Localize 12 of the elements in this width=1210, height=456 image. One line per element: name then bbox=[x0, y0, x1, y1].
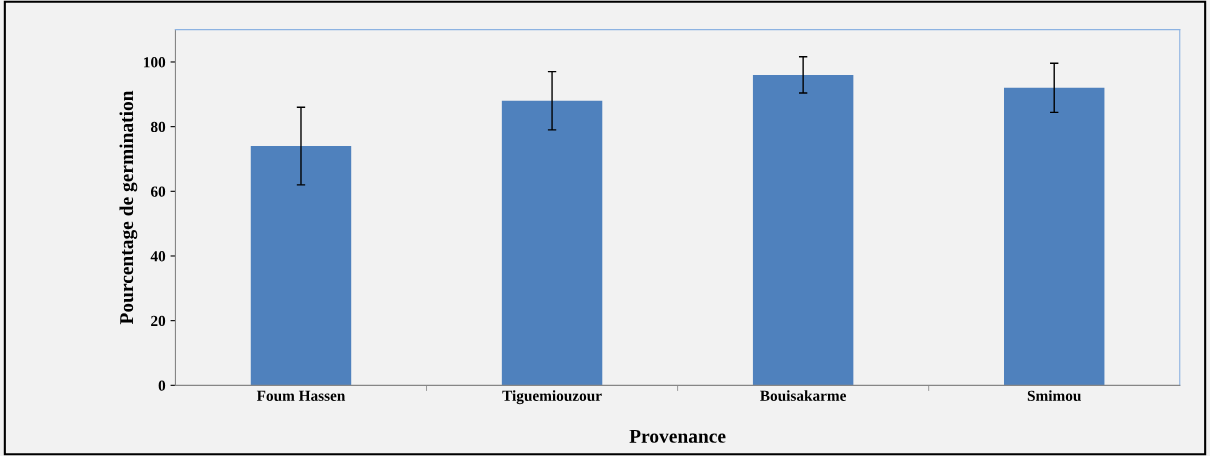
x-tick-label: Bouisakarme bbox=[760, 390, 847, 401]
y-axis-title: Pourcentage de germination bbox=[119, 90, 138, 325]
y-tick-label: 60 bbox=[150, 186, 166, 197]
x-axis-title: Provenance bbox=[629, 429, 726, 443]
y-tick-label: 20 bbox=[151, 315, 166, 327]
y-tick-label: 100 bbox=[144, 57, 166, 68]
y-tick-label: 80 bbox=[150, 121, 166, 133]
x-tick-label: Foum Hassen bbox=[256, 390, 346, 401]
y-tick-label: 40 bbox=[150, 251, 166, 262]
x-tick-label: Tiguemiouzour bbox=[502, 390, 602, 405]
y-tick-label: 0 bbox=[158, 380, 166, 391]
x-tick-label: Smimou bbox=[1027, 390, 1081, 401]
